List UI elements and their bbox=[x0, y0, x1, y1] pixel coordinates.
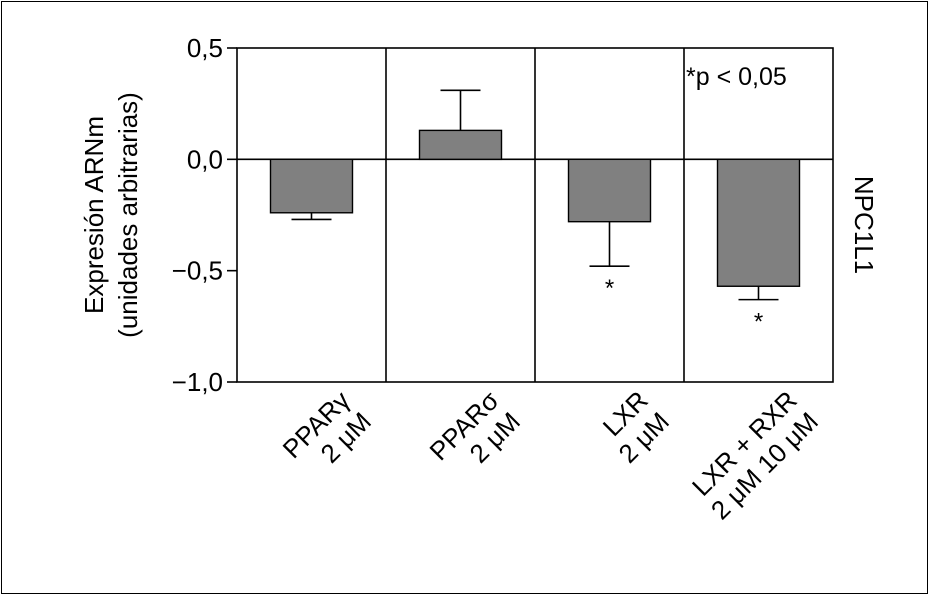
y-tick-label: −0,5 bbox=[172, 256, 223, 286]
bar bbox=[567, 158, 652, 223]
bar bbox=[418, 129, 503, 161]
y-axis-label-line2: (unidades arbitrarias) bbox=[113, 92, 143, 338]
significance-note: *p < 0,05 bbox=[686, 63, 787, 91]
bar bbox=[716, 158, 801, 287]
y-axis-label-line1: Expresión ARNm bbox=[79, 116, 109, 314]
y-tick-label: 0,0 bbox=[187, 144, 223, 174]
significance-marker: * bbox=[754, 309, 763, 336]
significance-marker: * bbox=[605, 275, 614, 302]
y-tick-label: −1,0 bbox=[172, 367, 223, 397]
bar bbox=[269, 158, 354, 214]
y-tick-label: 0,5 bbox=[187, 33, 223, 63]
gene-label: NPC1L1 bbox=[849, 176, 879, 274]
